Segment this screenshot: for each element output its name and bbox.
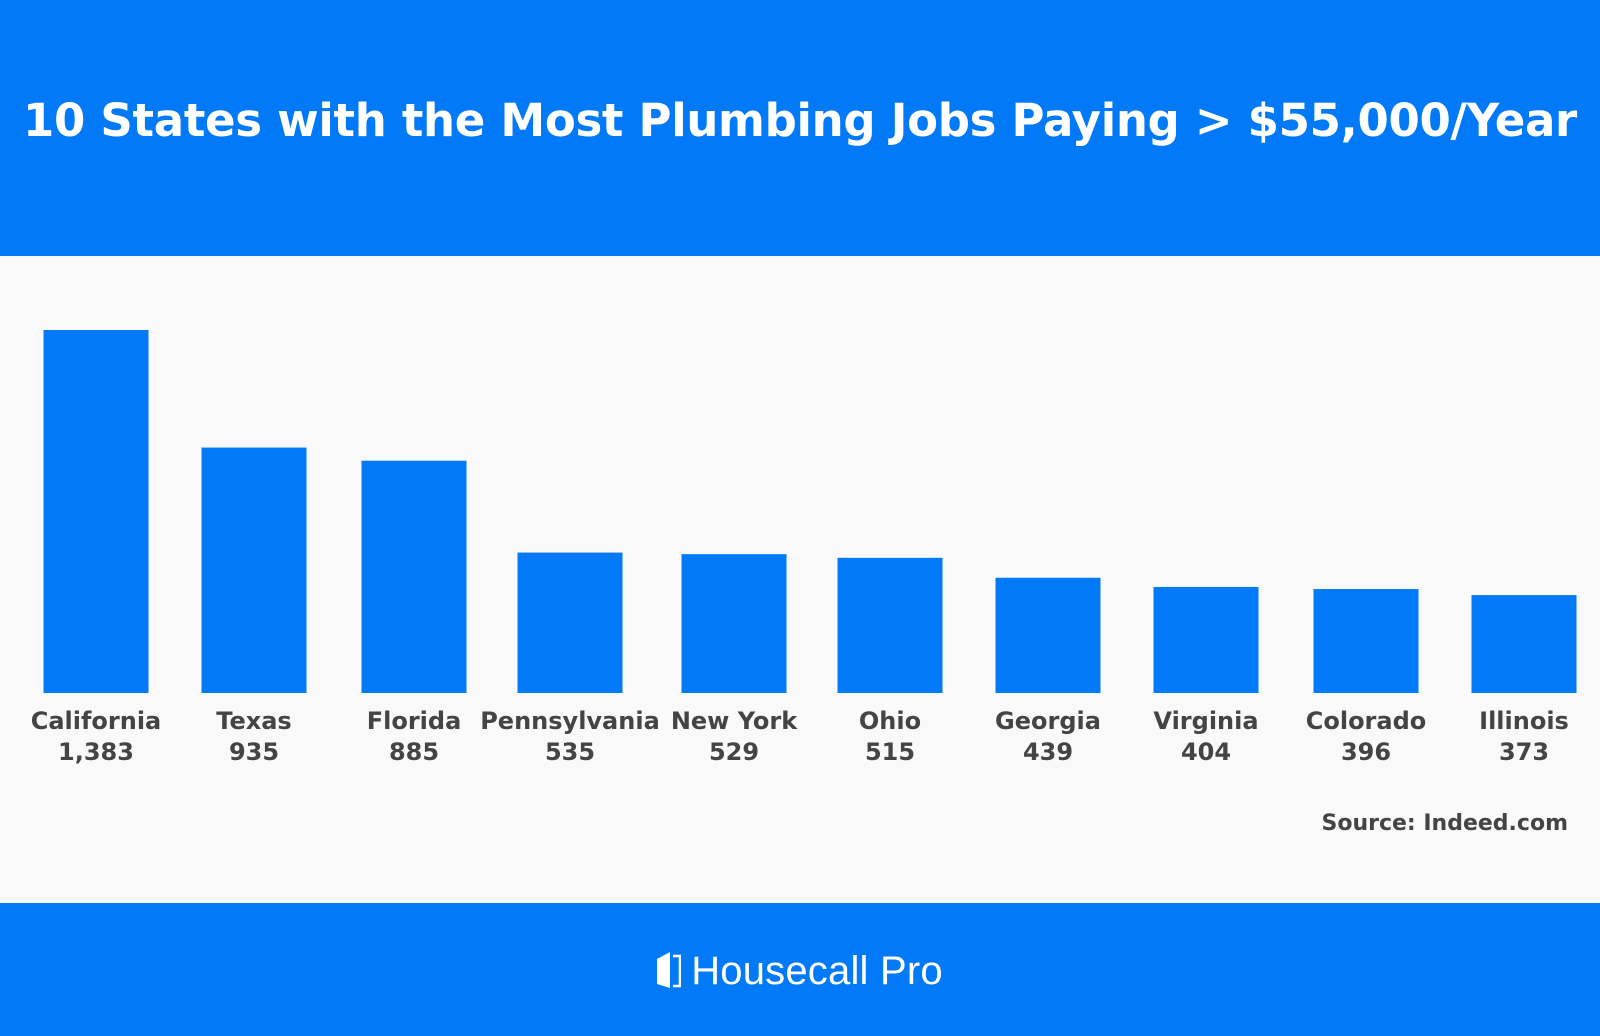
bar-colorado <box>1313 589 1419 693</box>
value-label: 1,383 <box>58 738 134 766</box>
value-label: 885 <box>389 738 439 766</box>
value-label: 396 <box>1341 738 1391 766</box>
housecall-pro-logo-icon <box>657 950 682 994</box>
source-note: Source: Indeed.com <box>1321 811 1568 836</box>
chart-footer: Housecall Pro <box>0 903 1600 1036</box>
value-label: 404 <box>1181 738 1231 766</box>
bar-chart: California 1,383 Texas 935 Florida 885 Pennsyl… <box>31 330 1577 766</box>
value-label: 935 <box>229 738 279 766</box>
bar-california <box>43 330 149 693</box>
category-label: Texas <box>216 707 291 735</box>
value-label: 515 <box>865 738 915 766</box>
value-label: 535 <box>545 738 595 766</box>
chart-header: 10 States with the Most Plumbing Jobs Pa… <box>0 0 1600 256</box>
category-label: Colorado <box>1306 707 1427 735</box>
category-label: New York <box>671 707 798 735</box>
bar-illinois <box>1471 595 1577 693</box>
bar-texas <box>201 447 307 693</box>
brand: Housecall Pro <box>657 949 943 994</box>
bar-georgia <box>995 577 1101 693</box>
category-label: Ohio <box>859 707 921 735</box>
bar-ohio <box>837 557 943 693</box>
value-label: 529 <box>709 738 759 766</box>
bar-virginia <box>1153 586 1259 693</box>
value-label: 373 <box>1499 738 1549 766</box>
brand-name: Housecall Pro <box>691 949 943 993</box>
bar-new-york <box>681 554 787 693</box>
bar-pennsylvania <box>517 552 623 693</box>
category-label: Virginia <box>1153 707 1258 735</box>
plot-area: California 1,383 Texas 935 Florida 885 Pennsyl… <box>0 256 1600 903</box>
category-label: California <box>31 707 162 735</box>
category-label: Florida <box>367 707 462 735</box>
bar-florida <box>361 460 467 693</box>
chart-title: 10 States with the Most Plumbing Jobs Pa… <box>23 93 1577 147</box>
category-label: Illinois <box>1479 707 1569 735</box>
category-label: Georgia <box>995 707 1101 735</box>
value-label: 439 <box>1023 738 1073 766</box>
category-label: Pennsylvania <box>480 707 660 735</box>
